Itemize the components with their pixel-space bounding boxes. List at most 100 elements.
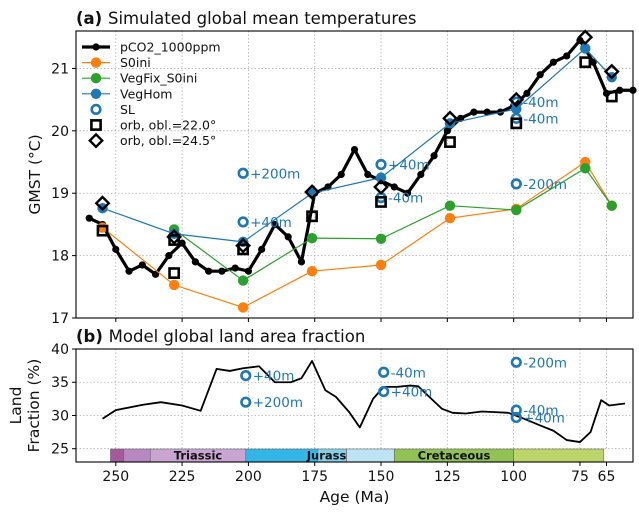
data-point <box>549 58 558 66</box>
data-point <box>166 228 183 245</box>
annotation-label: +40m <box>250 215 292 231</box>
series-orb-obl-24-5 <box>94 29 620 254</box>
annotation-label: +40m <box>391 385 433 401</box>
legend-item: orb, obl.=22.0° <box>90 118 216 133</box>
legend-swatch-marker <box>90 103 102 115</box>
data-point <box>191 258 199 266</box>
series-orb-obl-22-0 <box>96 56 618 279</box>
data-point <box>378 366 390 378</box>
data-point <box>375 158 387 171</box>
data-point <box>375 172 387 183</box>
data-point <box>510 411 522 424</box>
x-axis-label: Age (Ma) <box>320 488 390 506</box>
data-point <box>375 196 387 208</box>
data-point <box>444 136 456 148</box>
data-point <box>603 63 620 80</box>
data-point <box>606 200 617 211</box>
data-point <box>125 267 133 275</box>
y-tick-label: 17 <box>51 311 69 327</box>
y-tick-label: 18 <box>51 249 69 265</box>
x-axis <box>115 318 607 322</box>
legend-label: orb, obl.=22.0° <box>120 118 216 133</box>
period-label: Jurassic <box>306 449 358 463</box>
x-axis: 250 225 200 175 150 125 100 75 65 <box>102 462 615 485</box>
data-point <box>444 212 456 224</box>
period-segment <box>110 448 125 463</box>
series-land-fraction <box>102 360 626 443</box>
data-point <box>205 267 213 275</box>
data-point <box>151 270 160 278</box>
data-point <box>258 245 266 253</box>
data-point <box>168 279 180 291</box>
panel-b: Triassic Jurassic Cretaceous+40m+200m-40m+… <box>7 327 634 506</box>
legend-label: VegHom <box>120 86 172 101</box>
x-tick-label: 250 <box>102 469 129 485</box>
data-point <box>444 200 456 211</box>
x-tick-label: 200 <box>235 469 262 485</box>
data-point <box>178 239 186 247</box>
data-point <box>430 152 438 160</box>
data-point <box>306 266 318 277</box>
data-point <box>364 170 372 179</box>
x-tick-label: 65 <box>598 469 616 485</box>
y-axis-label: GMST (°C) <box>26 134 44 214</box>
legend-label: SL <box>120 102 135 117</box>
data-point <box>443 127 451 135</box>
data-point <box>165 252 173 260</box>
panel-title: (b) Model global land area fraction <box>76 327 365 346</box>
y-axis: 17 18 19 20 21 <box>51 61 76 327</box>
data-point <box>240 396 252 408</box>
annotation-label: -200m <box>523 355 567 371</box>
series-sl <box>240 356 522 424</box>
data-point <box>605 90 618 103</box>
legend-label: pCO2_1000ppm <box>120 40 221 55</box>
data-point <box>231 264 239 272</box>
data-point <box>442 110 458 127</box>
legend-item: VegFix_S0ini <box>82 71 197 86</box>
period-label: Cretaceous <box>418 449 491 463</box>
data-point <box>237 275 249 286</box>
data-point <box>235 237 251 254</box>
data-point <box>244 267 253 275</box>
data-point <box>510 117 523 130</box>
y-axis-label: Fraction (%) <box>25 359 43 453</box>
data-point <box>470 108 478 116</box>
legend-swatch-marker <box>90 57 102 68</box>
data-point <box>85 214 93 222</box>
legend-item: VegHom <box>82 86 172 101</box>
data-point <box>536 71 544 79</box>
data-point <box>378 385 390 398</box>
data-point <box>237 216 249 228</box>
period-segment <box>123 448 151 463</box>
period-segment <box>346 448 395 463</box>
data-point <box>96 224 109 237</box>
y-axis-label: Land <box>7 387 25 425</box>
series-vegfix-s0ini <box>168 163 617 286</box>
data-point <box>237 243 249 256</box>
data-point <box>112 245 120 253</box>
legend-swatch-marker <box>90 88 102 100</box>
legend-label: S0ini <box>120 55 151 70</box>
legend-item: SL <box>90 102 135 117</box>
panel-a: +200m+40m+40m-40m-200m-40m-40m1718192021… <box>26 9 637 327</box>
data-point <box>580 163 591 174</box>
data-point <box>237 167 249 179</box>
annotation-label: -40m <box>523 403 558 419</box>
geologic-timescale-band: Triassic Jurassic Cretaceous <box>110 448 605 463</box>
data-point <box>417 170 425 179</box>
annotation-label: +200m <box>253 395 303 411</box>
legend-item: pCO2_1000ppm <box>82 40 221 55</box>
data-point <box>563 52 571 60</box>
series-line <box>102 360 626 443</box>
x-tick-label: 150 <box>368 469 395 485</box>
axes-frame <box>75 30 634 319</box>
y-axis: 25 30 35 40 <box>51 342 76 458</box>
data-point <box>306 232 318 244</box>
data-point <box>138 261 146 269</box>
annotation-label: +40m <box>253 369 295 385</box>
data-point <box>373 179 389 195</box>
series-line <box>173 167 613 282</box>
legend-swatch-marker <box>88 132 104 149</box>
annotations: +200m+40m+40m-40m-200m-40m-40m <box>250 95 567 231</box>
